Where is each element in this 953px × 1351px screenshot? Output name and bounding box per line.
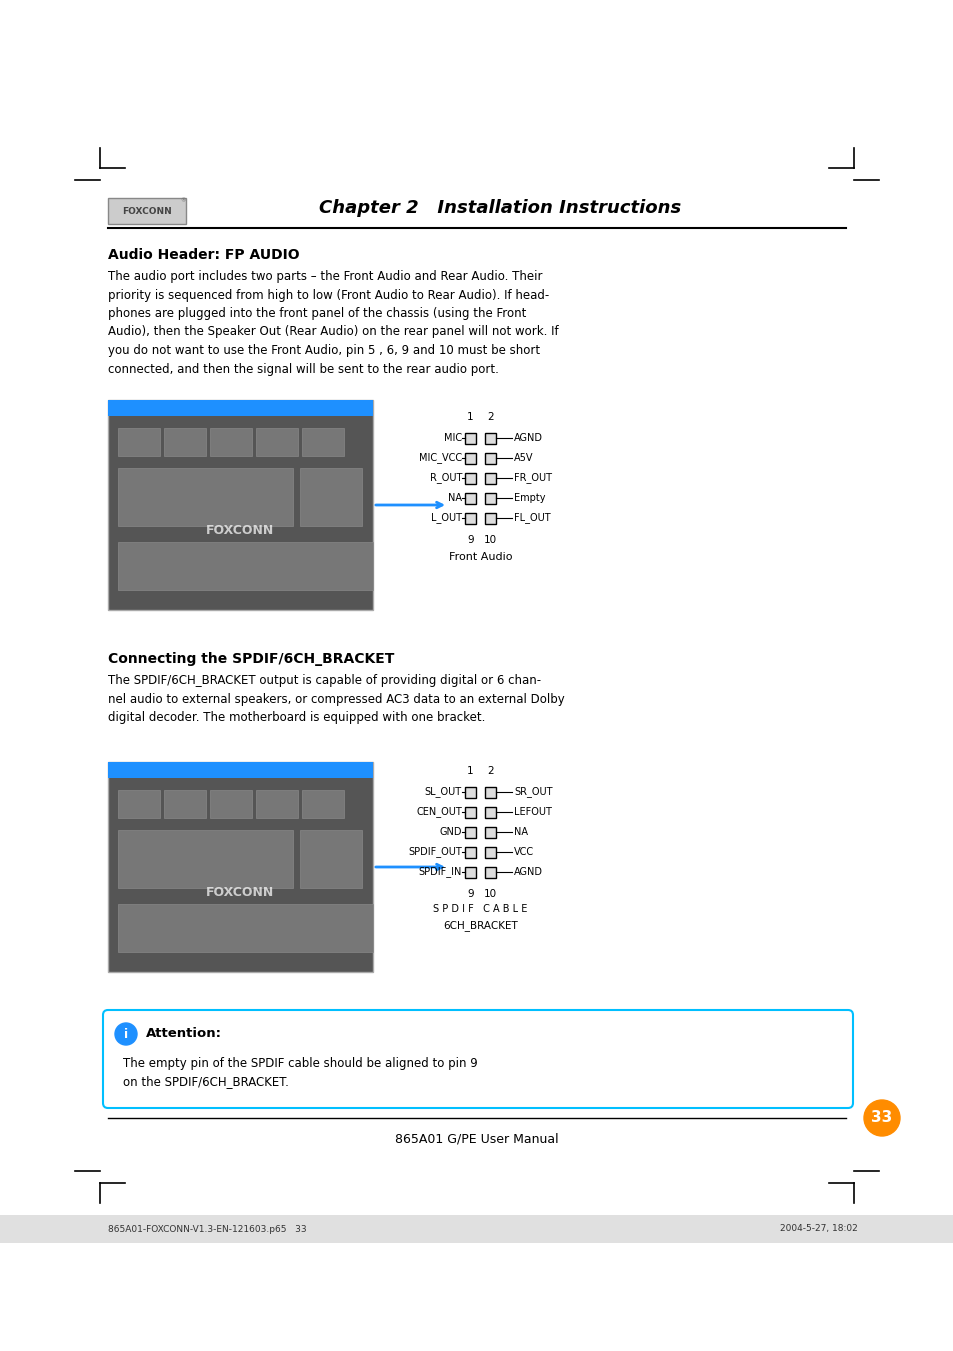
FancyBboxPatch shape xyxy=(210,428,252,457)
Text: FL_OUT: FL_OUT xyxy=(514,512,550,523)
FancyBboxPatch shape xyxy=(118,830,293,888)
FancyBboxPatch shape xyxy=(108,199,186,224)
FancyBboxPatch shape xyxy=(464,847,476,858)
Text: SPDIF_IN: SPDIF_IN xyxy=(418,866,461,877)
Text: AGND: AGND xyxy=(514,867,542,877)
FancyBboxPatch shape xyxy=(0,1215,953,1243)
Text: MIC: MIC xyxy=(443,434,461,443)
FancyBboxPatch shape xyxy=(484,847,496,858)
Text: FOXCONN: FOXCONN xyxy=(122,208,172,216)
FancyBboxPatch shape xyxy=(484,867,496,878)
Text: Chapter 2   Installation Instructions: Chapter 2 Installation Instructions xyxy=(318,199,680,218)
Text: A5V: A5V xyxy=(514,453,533,463)
FancyBboxPatch shape xyxy=(464,827,476,838)
FancyBboxPatch shape xyxy=(108,400,373,416)
FancyBboxPatch shape xyxy=(299,467,361,526)
FancyBboxPatch shape xyxy=(164,790,206,817)
Text: NA: NA xyxy=(514,827,527,838)
Text: NA: NA xyxy=(448,493,461,503)
Text: R_OUT: R_OUT xyxy=(429,473,461,484)
Text: L_OUT: L_OUT xyxy=(431,512,461,523)
Text: 1: 1 xyxy=(467,412,474,422)
Text: LEFOUT: LEFOUT xyxy=(514,807,551,817)
Text: S P D I F   C A B L E: S P D I F C A B L E xyxy=(433,904,527,915)
Text: Audio Header: FP AUDIO: Audio Header: FP AUDIO xyxy=(108,249,299,262)
FancyBboxPatch shape xyxy=(484,788,496,798)
Text: FR_OUT: FR_OUT xyxy=(514,473,552,484)
Text: The audio port includes two parts – the Front Audio and Rear Audio. Their
priori: The audio port includes two parts – the … xyxy=(108,270,558,376)
Text: 10: 10 xyxy=(483,889,497,898)
Text: i: i xyxy=(124,1028,128,1040)
Text: Front Audio: Front Audio xyxy=(448,553,512,562)
Text: VCC: VCC xyxy=(514,847,534,857)
FancyBboxPatch shape xyxy=(299,830,361,888)
Text: 10: 10 xyxy=(483,535,497,544)
FancyBboxPatch shape xyxy=(464,434,476,444)
Text: 865A01 G/PE User Manual: 865A01 G/PE User Manual xyxy=(395,1133,558,1146)
FancyBboxPatch shape xyxy=(108,762,373,971)
Text: 865A01-FOXCONN-V1.3-EN-121603.p65   33: 865A01-FOXCONN-V1.3-EN-121603.p65 33 xyxy=(108,1224,306,1233)
FancyBboxPatch shape xyxy=(302,428,344,457)
Text: FOXCONN: FOXCONN xyxy=(206,886,274,898)
Text: GND: GND xyxy=(439,827,461,838)
FancyBboxPatch shape xyxy=(484,434,496,444)
Text: 1: 1 xyxy=(467,766,474,775)
Text: SL_OUT: SL_OUT xyxy=(424,786,461,797)
FancyBboxPatch shape xyxy=(484,827,496,838)
FancyBboxPatch shape xyxy=(255,428,297,457)
Circle shape xyxy=(863,1100,899,1136)
Text: 33: 33 xyxy=(870,1111,892,1125)
Text: 2: 2 xyxy=(487,412,494,422)
Text: ®: ® xyxy=(180,199,186,204)
FancyBboxPatch shape xyxy=(484,807,496,817)
Text: SR_OUT: SR_OUT xyxy=(514,786,552,797)
Text: 9: 9 xyxy=(467,535,474,544)
Text: SPDIF_OUT: SPDIF_OUT xyxy=(408,847,461,858)
FancyBboxPatch shape xyxy=(484,473,496,484)
FancyBboxPatch shape xyxy=(255,790,297,817)
FancyBboxPatch shape xyxy=(464,867,476,878)
FancyBboxPatch shape xyxy=(103,1011,852,1108)
Text: 9: 9 xyxy=(467,889,474,898)
FancyBboxPatch shape xyxy=(118,904,373,952)
Text: MIC_VCC: MIC_VCC xyxy=(418,453,461,463)
Text: 6CH_BRACKET: 6CH_BRACKET xyxy=(442,920,517,931)
Text: Empty: Empty xyxy=(514,493,545,503)
FancyBboxPatch shape xyxy=(118,467,293,526)
Text: Attention:: Attention: xyxy=(146,1027,222,1040)
Text: CEN_OUT: CEN_OUT xyxy=(416,807,461,817)
FancyBboxPatch shape xyxy=(464,473,476,484)
FancyBboxPatch shape xyxy=(118,428,160,457)
FancyBboxPatch shape xyxy=(464,493,476,504)
FancyBboxPatch shape xyxy=(464,513,476,524)
FancyBboxPatch shape xyxy=(484,453,496,463)
FancyBboxPatch shape xyxy=(464,788,476,798)
Text: 2004-5-27, 18:02: 2004-5-27, 18:02 xyxy=(780,1224,857,1233)
FancyBboxPatch shape xyxy=(464,807,476,817)
Text: FOXCONN: FOXCONN xyxy=(206,524,274,536)
FancyBboxPatch shape xyxy=(484,513,496,524)
Text: Connecting the SPDIF/6CH_BRACKET: Connecting the SPDIF/6CH_BRACKET xyxy=(108,653,394,666)
FancyBboxPatch shape xyxy=(108,400,373,611)
FancyBboxPatch shape xyxy=(108,762,373,778)
Text: AGND: AGND xyxy=(514,434,542,443)
Text: The empty pin of the SPDIF cable should be aligned to pin 9
on the SPDIF/6CH_BRA: The empty pin of the SPDIF cable should … xyxy=(123,1056,477,1089)
FancyBboxPatch shape xyxy=(118,542,373,590)
FancyBboxPatch shape xyxy=(210,790,252,817)
FancyBboxPatch shape xyxy=(464,453,476,463)
Circle shape xyxy=(115,1023,137,1046)
FancyBboxPatch shape xyxy=(484,493,496,504)
Text: The SPDIF/6CH_BRACKET output is capable of providing digital or 6 chan-
nel audi: The SPDIF/6CH_BRACKET output is capable … xyxy=(108,674,564,724)
FancyBboxPatch shape xyxy=(302,790,344,817)
FancyBboxPatch shape xyxy=(118,790,160,817)
Text: 2: 2 xyxy=(487,766,494,775)
FancyBboxPatch shape xyxy=(164,428,206,457)
